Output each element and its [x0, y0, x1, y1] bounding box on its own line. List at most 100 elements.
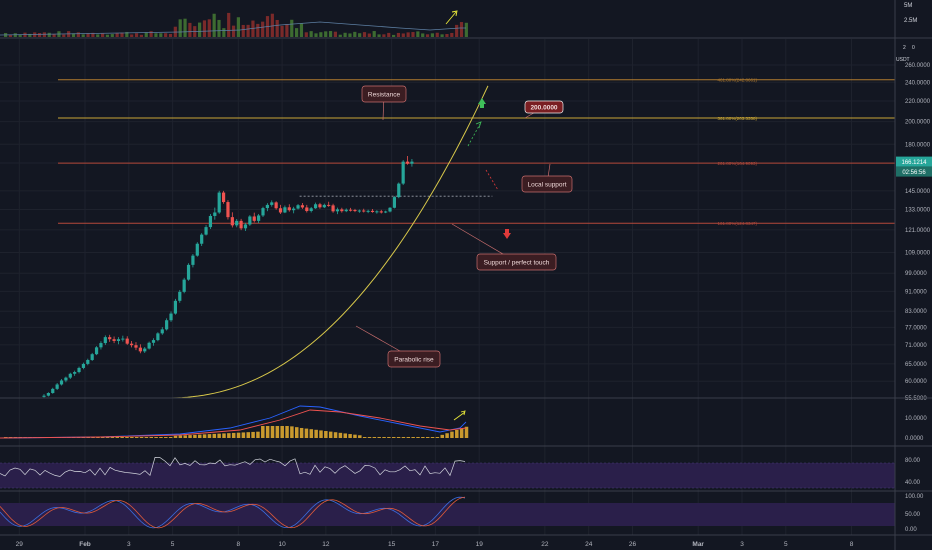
- volume-bar: [348, 33, 352, 37]
- candle-body[interactable]: [261, 208, 265, 216]
- candle-body[interactable]: [59, 380, 64, 385]
- candle-body[interactable]: [68, 373, 72, 378]
- candle-body[interactable]: [309, 208, 313, 212]
- candle-body[interactable]: [195, 243, 199, 256]
- candle-body[interactable]: [147, 342, 151, 349]
- candle-body[interactable]: [51, 388, 55, 394]
- volume-bar: [154, 33, 158, 37]
- macd-histogram-bar: [455, 429, 459, 438]
- candle-body[interactable]: [173, 300, 177, 314]
- candle-body[interactable]: [165, 320, 169, 330]
- candle-body[interactable]: [156, 333, 160, 341]
- candle-body[interactable]: [204, 227, 208, 235]
- price-callout[interactable]: [524, 100, 564, 114]
- volume-bar: [28, 33, 32, 37]
- candle-body[interactable]: [265, 204, 269, 209]
- countdown-value: 02:56:56: [902, 170, 926, 176]
- candle-body[interactable]: [397, 183, 401, 198]
- candle-body[interactable]: [287, 207, 291, 211]
- candle-body[interactable]: [208, 215, 213, 228]
- candle-body[interactable]: [344, 209, 348, 212]
- candle-body[interactable]: [160, 329, 164, 334]
- candle-body[interactable]: [138, 347, 142, 352]
- price-axis[interactable]: 260.0000 240.0000 220.0000 200.0000 180.0000…: [896, 63, 932, 533]
- candle-body[interactable]: [178, 291, 182, 301]
- candle-body[interactable]: [213, 212, 217, 216]
- local-support-callout[interactable]: [521, 175, 573, 193]
- parabolic-rise-callout[interactable]: [387, 350, 441, 368]
- candle-body[interactable]: [379, 211, 383, 213]
- candle-body[interactable]: [362, 210, 366, 212]
- candle-body[interactable]: [274, 202, 278, 209]
- candle-body[interactable]: [318, 204, 322, 208]
- candle-body[interactable]: [182, 279, 186, 292]
- candle-body[interactable]: [235, 220, 239, 226]
- candle-body[interactable]: [401, 161, 405, 184]
- candle-body[interactable]: [292, 208, 296, 211]
- candle-body[interactable]: [86, 359, 90, 364]
- candle-body[interactable]: [90, 354, 94, 360]
- candle-body[interactable]: [331, 205, 335, 212]
- candle-body[interactable]: [296, 205, 300, 209]
- candle-body[interactable]: [143, 348, 147, 352]
- candle-body[interactable]: [217, 192, 221, 213]
- candle-body[interactable]: [64, 377, 68, 381]
- candle-body[interactable]: [340, 209, 344, 212]
- candle-body[interactable]: [243, 224, 248, 229]
- candle-body[interactable]: [384, 211, 388, 213]
- candle-body[interactable]: [125, 338, 129, 344]
- candle-body[interactable]: [278, 208, 283, 213]
- candle-body[interactable]: [134, 345, 138, 348]
- candle-body[interactable]: [77, 367, 81, 373]
- resistance-callout[interactable]: [361, 85, 407, 103]
- candle-body[interactable]: [327, 204, 331, 206]
- candle-body[interactable]: [112, 339, 116, 341]
- candle-body[interactable]: [81, 363, 86, 368]
- time-tick-label: 3: [127, 541, 131, 548]
- candle-body[interactable]: [270, 202, 274, 205]
- support-callout[interactable]: [476, 253, 557, 271]
- candle-body[interactable]: [221, 192, 226, 203]
- candle-body[interactable]: [283, 207, 287, 213]
- candle-body[interactable]: [130, 343, 134, 346]
- candle-body[interactable]: [357, 210, 361, 212]
- candle-body[interactable]: [42, 395, 46, 397]
- candle-body[interactable]: [200, 234, 204, 244]
- candle-body[interactable]: [353, 210, 357, 212]
- candle-body[interactable]: [375, 211, 379, 213]
- candle-body[interactable]: [94, 347, 99, 355]
- candle-body[interactable]: [305, 207, 309, 212]
- candle-body[interactable]: [410, 161, 414, 164]
- time-axis[interactable]: 29 Feb 3 5 8 10 12 15 17 19 22 24 26 Mar 3 5 8: [16, 541, 854, 548]
- candle-body[interactable]: [349, 209, 353, 211]
- candle-body[interactable]: [248, 216, 252, 225]
- candle-body[interactable]: [108, 337, 112, 340]
- candle-body[interactable]: [99, 343, 103, 348]
- price-pane[interactable]: [42, 155, 493, 399]
- candle-body[interactable]: [366, 210, 370, 212]
- candle-body[interactable]: [121, 338, 125, 340]
- candle-body[interactable]: [46, 393, 50, 396]
- candle-body[interactable]: [388, 207, 392, 212]
- green-dashed-arrow: [467, 123, 481, 147]
- candle-body[interactable]: [55, 384, 59, 389]
- candle-body[interactable]: [335, 209, 340, 212]
- candle-body[interactable]: [226, 202, 230, 218]
- candle-body[interactable]: [392, 197, 396, 208]
- candle-body[interactable]: [405, 161, 410, 164]
- candle-body[interactable]: [116, 339, 121, 341]
- candle-body[interactable]: [322, 204, 326, 208]
- candle-body[interactable]: [370, 210, 375, 212]
- candle-body[interactable]: [239, 220, 243, 229]
- candle-body[interactable]: [300, 205, 305, 208]
- candle-body[interactable]: [103, 337, 107, 344]
- candle-body[interactable]: [257, 215, 261, 221]
- candle-body[interactable]: [230, 217, 234, 226]
- candle-body[interactable]: [73, 372, 77, 374]
- candle-body[interactable]: [252, 216, 256, 221]
- candle-body[interactable]: [169, 313, 173, 321]
- candle-body[interactable]: [151, 340, 156, 343]
- candle-body[interactable]: [313, 204, 318, 209]
- candle-body[interactable]: [186, 264, 191, 280]
- candle-body[interactable]: [191, 255, 195, 265]
